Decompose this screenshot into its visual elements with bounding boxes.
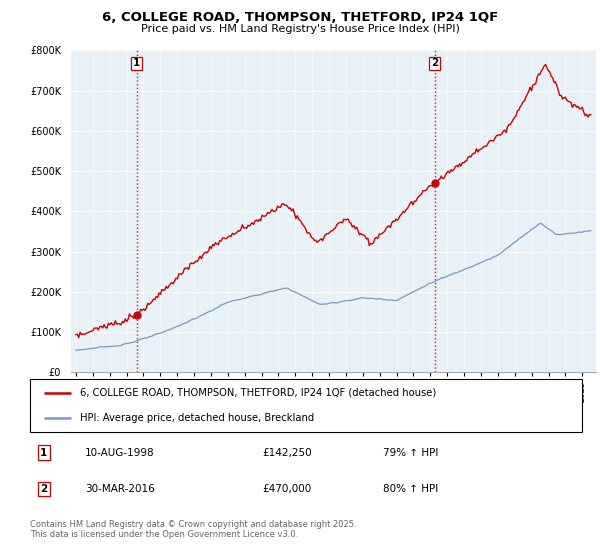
Text: Price paid vs. HM Land Registry's House Price Index (HPI): Price paid vs. HM Land Registry's House … (140, 24, 460, 34)
Text: £142,250: £142,250 (262, 447, 311, 458)
Text: 2: 2 (431, 58, 438, 68)
Text: 1: 1 (40, 447, 47, 458)
Text: 10-AUG-1998: 10-AUG-1998 (85, 447, 155, 458)
Text: Contains HM Land Registry data © Crown copyright and database right 2025.
This d: Contains HM Land Registry data © Crown c… (30, 520, 356, 539)
Text: 6, COLLEGE ROAD, THOMPSON, THETFORD, IP24 1QF (detached house): 6, COLLEGE ROAD, THOMPSON, THETFORD, IP2… (80, 388, 436, 398)
Text: 80% ↑ HPI: 80% ↑ HPI (383, 484, 439, 494)
Text: 6, COLLEGE ROAD, THOMPSON, THETFORD, IP24 1QF: 6, COLLEGE ROAD, THOMPSON, THETFORD, IP2… (102, 11, 498, 24)
Text: 1: 1 (133, 58, 140, 68)
Text: HPI: Average price, detached house, Breckland: HPI: Average price, detached house, Brec… (80, 413, 314, 423)
Text: 30-MAR-2016: 30-MAR-2016 (85, 484, 155, 494)
Text: 2: 2 (40, 484, 47, 494)
Text: 79% ↑ HPI: 79% ↑ HPI (383, 447, 439, 458)
Text: £470,000: £470,000 (262, 484, 311, 494)
